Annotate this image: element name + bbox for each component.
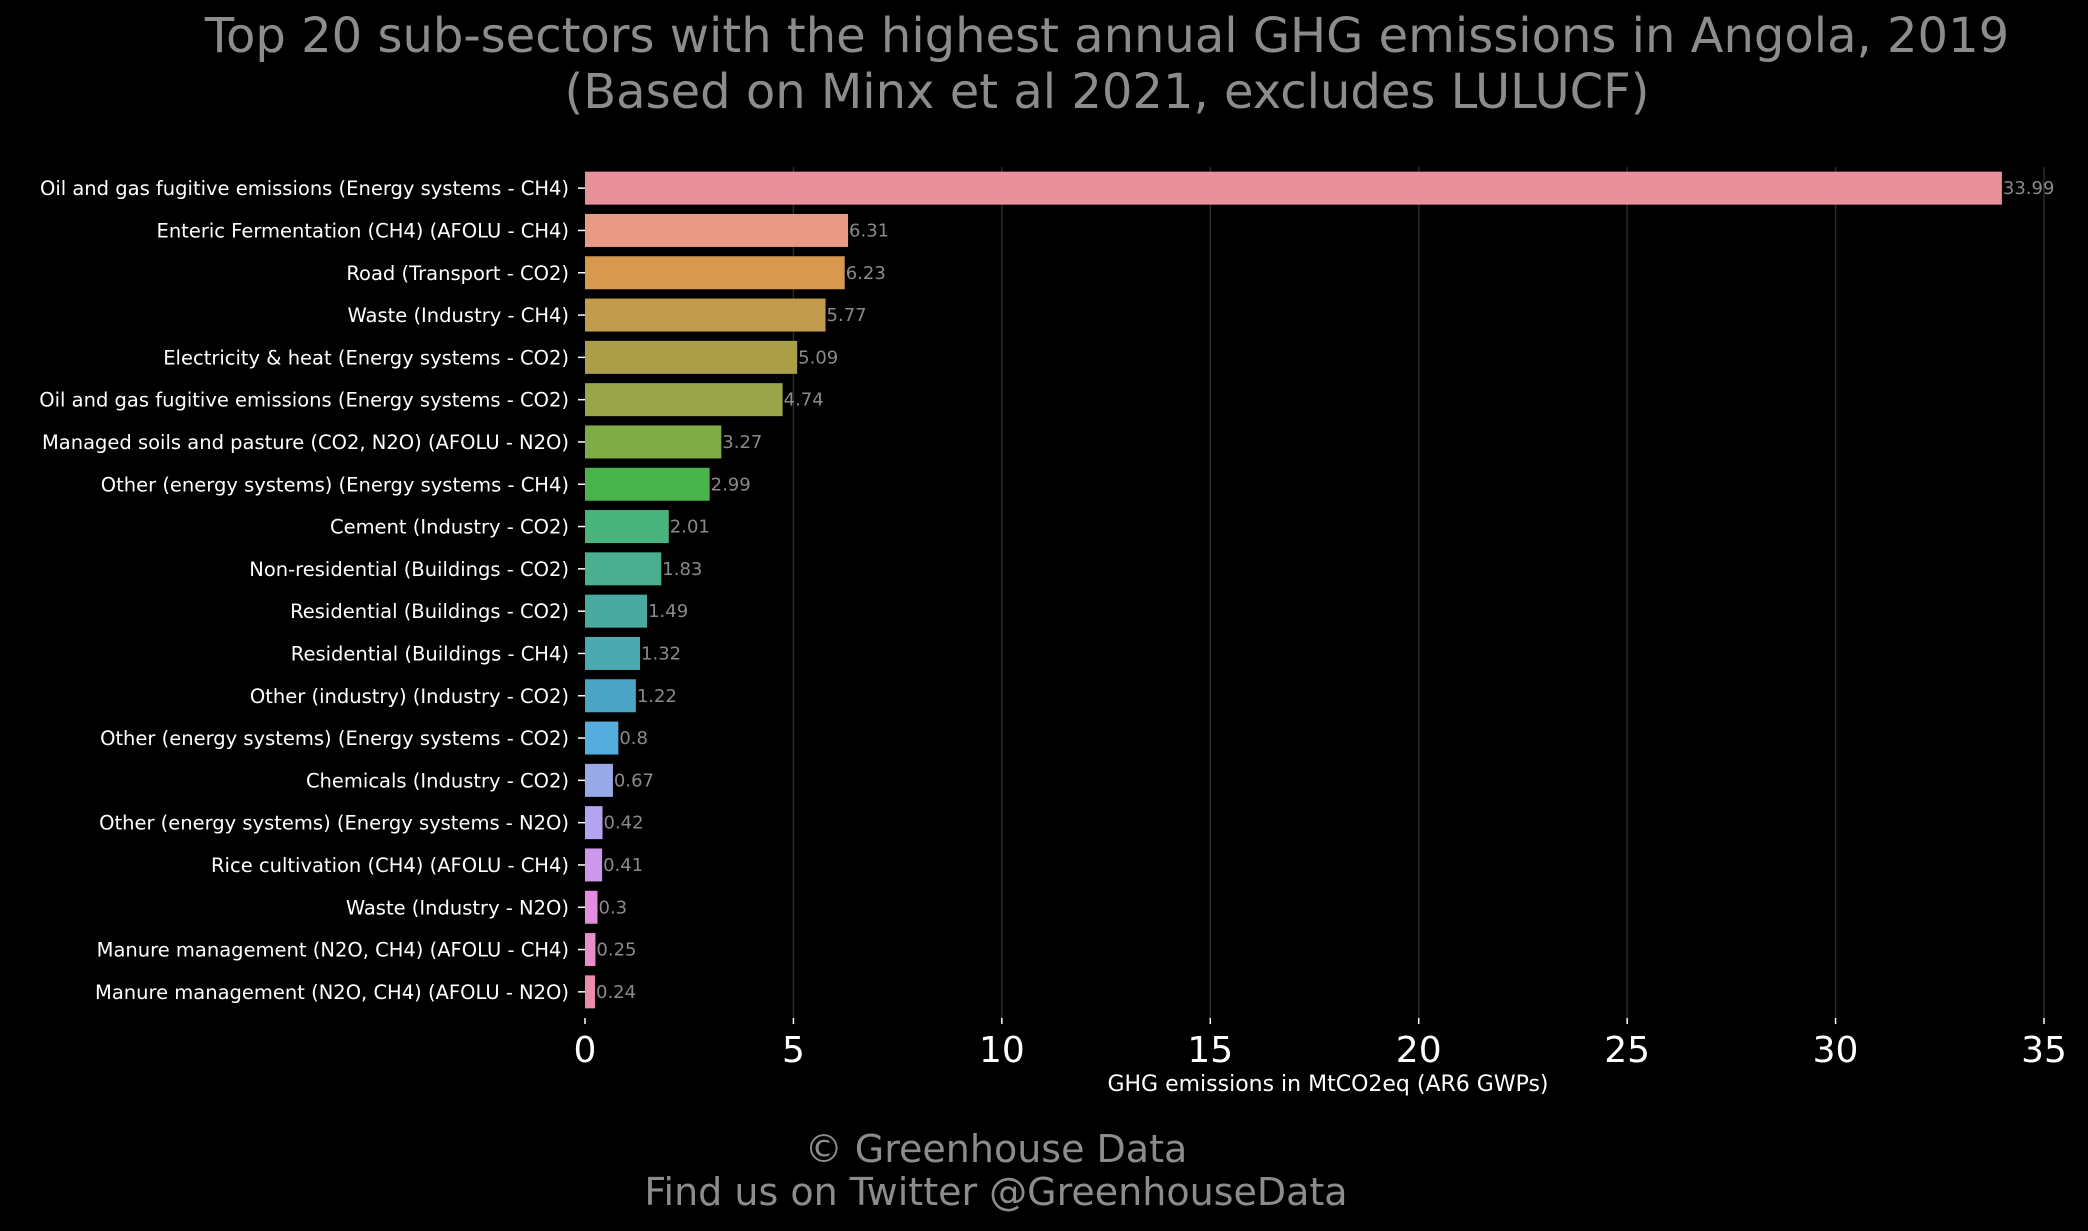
x-tick-label: 35 [2021,1030,2067,1071]
value-label: 1.83 [662,559,702,580]
category-label: Waste (Industry - N2O) [346,896,569,919]
bar [585,806,603,840]
value-label: 1.32 [641,643,681,664]
bar [585,510,669,544]
x-tick-label: 25 [1604,1030,1650,1071]
bar [585,467,710,501]
value-label: 0.42 [604,813,644,834]
grid-lines [792,167,2045,1018]
bar [585,383,783,417]
bar [585,425,722,459]
category-label: Manure management (N2O, CH4) (AFOLU - N2… [95,981,569,1004]
bar [585,679,636,713]
category-label: Rice cultivation (CH4) (AFOLU - CH4) [211,854,569,877]
value-label: 33.99 [2003,178,2055,199]
value-label: 0.24 [596,982,636,1003]
value-label: 2.99 [711,474,751,495]
value-label: 6.23 [846,263,886,284]
value-label: 0.67 [614,770,654,791]
value-label: 3.27 [722,432,762,453]
value-label: 1.49 [648,601,688,622]
x-tick-label: 10 [979,1030,1025,1071]
bar [585,213,849,247]
x-tick-label: 15 [1187,1030,1233,1071]
value-label: 2.01 [670,517,710,538]
x-tick-label: 5 [782,1030,805,1071]
category-label: Residential (Buildings - CO2) [290,600,569,623]
x-tick-label: 30 [1813,1030,1859,1071]
value-label: 0.41 [603,855,643,876]
bar [585,171,2002,205]
value-label: 0.3 [599,897,628,918]
x-axis-label: GHG emissions in MtCO2eq (AR6 GWPs) [1107,1072,1548,1097]
category-label: Residential (Buildings - CH4) [291,642,569,665]
category-label: Non-residential (Buildings - CO2) [249,558,569,581]
bar [585,552,662,586]
category-label: Cement (Industry - CO2) [330,516,569,539]
footer-twitter: Find us on Twitter @GreenhouseData [644,1170,1347,1214]
category-label: Oil and gas fugitive emissions (Energy s… [39,389,569,412]
x-axis-ticks: 0 5 10 15 20 25 30 35 [574,1018,2067,1071]
chart-title: Top 20 sub-sectors with the highest annu… [204,8,2009,64]
value-label: 1.22 [637,686,677,707]
category-label: Manure management (N2O, CH4) (AFOLU - CH… [97,939,569,962]
value-label: 5.77 [827,305,867,326]
value-label: 4.74 [784,390,824,411]
bars [585,171,2002,1009]
value-label: 0.8 [619,728,648,749]
category-labels: Oil and gas fugitive emissions (Energy s… [39,177,585,1004]
value-labels: 33.99 6.31 6.23 5.77 5.09 4.74 3.27 2.99 2.01 1.8… [596,178,2054,1003]
bar [585,848,603,882]
bar [585,975,596,1009]
value-label: 0.25 [596,940,636,961]
x-tick-label: 20 [1396,1030,1442,1071]
category-label: Enteric Fermentation (CH4) (AFOLU - CH4) [157,219,570,242]
category-label: Chemicals (Industry - CO2) [306,769,569,792]
value-label: 6.31 [849,220,889,241]
bar [585,636,641,670]
category-label: Other (energy systems) (Energy systems -… [99,812,569,835]
bar [585,763,613,797]
bar [585,340,798,374]
footer-copyright: © Greenhouse Data [805,1127,1188,1171]
bar [585,933,596,967]
x-tick-label: 0 [574,1030,597,1071]
bar [585,298,826,332]
category-label: Waste (Industry - CH4) [347,304,569,327]
bar [585,256,845,290]
value-label: 5.09 [798,347,838,368]
bar [585,721,619,755]
category-label: Other (industry) (Industry - CO2) [250,685,569,708]
category-label: Electricity & heat (Energy systems - CO2… [163,346,569,369]
chart-subtitle: (Based on Minx et al 2021, excludes LULU… [565,64,1650,120]
bar [585,594,648,628]
category-label: Road (Transport - CO2) [346,262,569,285]
category-label: Other (energy systems) (Energy systems -… [101,473,569,496]
category-label: Oil and gas fugitive emissions (Energy s… [40,177,569,200]
category-label: Other (energy systems) (Energy systems -… [100,727,569,750]
category-label: Managed soils and pasture (CO2, N2O) (AF… [42,431,569,454]
bar [585,890,598,924]
